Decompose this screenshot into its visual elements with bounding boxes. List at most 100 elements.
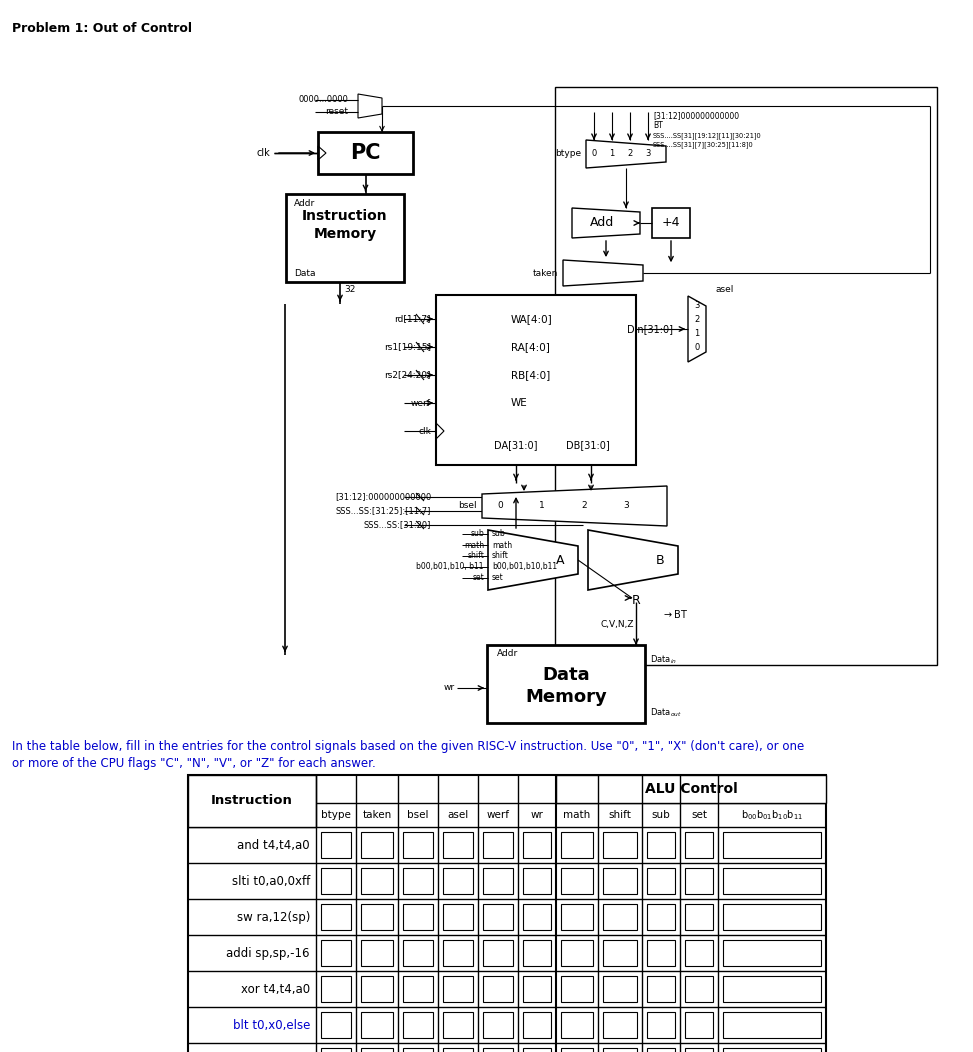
Bar xyxy=(487,645,645,723)
Bar xyxy=(723,1012,821,1038)
Bar xyxy=(561,940,593,966)
Bar xyxy=(443,940,473,966)
Polygon shape xyxy=(488,530,578,590)
Text: wr: wr xyxy=(530,810,544,820)
Text: sub: sub xyxy=(492,529,506,539)
Text: sub: sub xyxy=(652,810,670,820)
Text: btype: btype xyxy=(321,810,351,820)
Bar xyxy=(318,132,413,174)
Bar xyxy=(647,976,675,1002)
Text: BT: BT xyxy=(653,121,663,130)
Text: b00,b01,b10, b11: b00,b01,b10, b11 xyxy=(416,563,484,571)
Text: SSS...SS:[31:20]: SSS...SS:[31:20] xyxy=(364,521,431,529)
Text: blt t0,x0,else: blt t0,x0,else xyxy=(233,1018,310,1032)
Text: set: set xyxy=(472,573,484,583)
Bar xyxy=(321,976,351,1002)
Polygon shape xyxy=(688,296,706,362)
Text: werf: werf xyxy=(411,399,431,407)
Text: RB[4:0]: RB[4:0] xyxy=(511,370,551,380)
Bar xyxy=(652,208,690,238)
Bar xyxy=(523,1012,551,1038)
Text: B: B xyxy=(656,553,665,566)
Bar xyxy=(555,87,937,665)
Text: DB[31:0]: DB[31:0] xyxy=(566,440,610,450)
Bar xyxy=(321,940,351,966)
Bar xyxy=(361,904,393,930)
Text: ALU Control: ALU Control xyxy=(645,782,738,796)
Text: btype: btype xyxy=(555,149,581,159)
Bar xyxy=(483,832,513,858)
Polygon shape xyxy=(482,486,667,526)
Text: sub: sub xyxy=(470,529,484,539)
Text: b00,b01,b10,b11: b00,b01,b10,b11 xyxy=(492,563,558,571)
Bar xyxy=(361,1012,393,1038)
Bar xyxy=(443,832,473,858)
Bar xyxy=(561,832,593,858)
Bar xyxy=(436,295,636,465)
Bar xyxy=(603,832,637,858)
Bar xyxy=(523,904,551,930)
Text: Add: Add xyxy=(590,217,614,229)
Bar xyxy=(685,940,713,966)
Text: werf: werf xyxy=(486,810,510,820)
Polygon shape xyxy=(572,208,640,238)
Bar xyxy=(443,1048,473,1052)
Text: $\rightarrow$BT: $\rightarrow$BT xyxy=(662,608,689,620)
Bar xyxy=(286,194,404,282)
Text: taken: taken xyxy=(362,810,391,820)
Bar xyxy=(443,976,473,1002)
Bar xyxy=(483,1012,513,1038)
Text: set: set xyxy=(492,573,504,583)
Text: taken: taken xyxy=(532,268,558,278)
Bar xyxy=(723,1048,821,1052)
Bar xyxy=(361,976,393,1002)
Bar xyxy=(523,976,551,1002)
Bar xyxy=(483,904,513,930)
Bar xyxy=(188,775,826,1052)
Bar xyxy=(188,775,316,827)
Text: clk: clk xyxy=(418,426,431,436)
Text: DA[31:0]: DA[31:0] xyxy=(494,440,537,450)
Bar xyxy=(321,868,351,894)
Text: wr: wr xyxy=(444,684,455,692)
Text: Instruction: Instruction xyxy=(211,794,293,808)
Bar xyxy=(685,832,713,858)
Text: Instruction: Instruction xyxy=(303,209,388,223)
Bar xyxy=(403,832,433,858)
Text: sw ra,12(sp): sw ra,12(sp) xyxy=(236,910,310,924)
Text: 0: 0 xyxy=(695,344,700,352)
Text: b$_{00}$b$_{01}$b$_{10}$b$_{11}$: b$_{00}$b$_{01}$b$_{10}$b$_{11}$ xyxy=(741,808,803,822)
Text: rs1[19:15]: rs1[19:15] xyxy=(384,343,431,351)
Text: 3: 3 xyxy=(695,302,700,310)
Text: Data: Data xyxy=(294,268,315,278)
Bar xyxy=(647,868,675,894)
Bar xyxy=(403,976,433,1002)
Text: WA[4:0]: WA[4:0] xyxy=(511,313,553,324)
Text: 1: 1 xyxy=(695,329,700,339)
Text: 3: 3 xyxy=(645,149,651,159)
Bar xyxy=(685,868,713,894)
Bar xyxy=(403,1012,433,1038)
Bar xyxy=(361,832,393,858)
Bar xyxy=(483,868,513,894)
Bar xyxy=(483,940,513,966)
Text: or more of the CPU flags "C", "N", "V", or "Z" for each answer.: or more of the CPU flags "C", "N", "V", … xyxy=(12,757,376,770)
Bar xyxy=(723,832,821,858)
Bar xyxy=(561,904,593,930)
Text: asel: asel xyxy=(448,810,469,820)
Text: SSS....SS[31][7][30:25][11:8]0: SSS....SS[31][7][30:25][11:8]0 xyxy=(653,142,754,148)
Bar xyxy=(321,904,351,930)
Text: and t4,t4,a0: and t4,t4,a0 xyxy=(237,838,310,851)
Bar xyxy=(561,1048,593,1052)
Bar xyxy=(443,868,473,894)
Bar xyxy=(556,775,826,803)
Bar xyxy=(403,940,433,966)
Text: 2: 2 xyxy=(695,316,700,324)
Polygon shape xyxy=(586,140,666,168)
Text: math: math xyxy=(464,541,484,549)
Bar xyxy=(561,976,593,1002)
Bar xyxy=(321,832,351,858)
Bar xyxy=(321,1048,351,1052)
Polygon shape xyxy=(358,94,382,118)
Bar xyxy=(723,940,821,966)
